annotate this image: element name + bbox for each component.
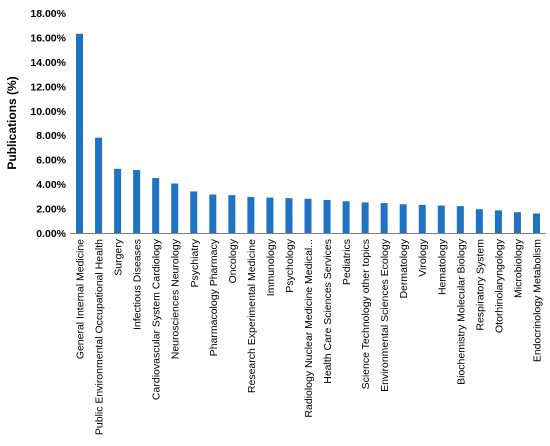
bar [494,210,502,233]
bars [76,33,540,233]
bar [475,209,483,233]
bar [133,170,141,233]
x-category-label: Radiology Nuclear Medicine Medical... [303,239,315,418]
bar [247,196,255,233]
x-category-label: Surgery [113,238,125,276]
x-category-label: Hematology [436,238,448,295]
y-tick-label: 2.00% [36,204,66,216]
bar [190,191,198,233]
bar [76,33,84,233]
bar [285,198,293,233]
y-tick-label: 8.00% [36,130,66,142]
y-tick-label: 10.00% [30,106,66,118]
x-category-label: Pharmacology Pharmacy [208,238,220,356]
bar [380,203,388,233]
x-category-label: Psychiatry [189,238,201,287]
bar [304,198,312,233]
x-category-label: Environmental Sciences Ecology [379,238,391,392]
x-category-label: Health Care Sciences Services [322,239,334,384]
bar [456,206,464,233]
bar [152,178,160,233]
bar [95,137,103,233]
x-category-label: Respiratory System [474,239,486,331]
bar [266,197,274,233]
y-tick-label: 6.00% [36,155,66,167]
x-category-label: Otorhinolaryngology [493,238,505,333]
x-category-label: Psychology [284,238,296,292]
bar [323,200,331,233]
x-category-label: Pediatrics [341,239,353,285]
y-tick-label: 4.00% [36,179,66,191]
x-category-label: Oncology [227,238,239,283]
y-tick-label: 12.00% [30,81,66,93]
bar [228,195,236,233]
x-category-label: Endocrinology Metabolism [531,239,543,362]
x-category-label: Public Environmental Occupational Health [94,239,106,435]
x-category-label: Science Technology other topics [360,239,372,389]
y-tick-label: 18.00% [30,8,66,20]
x-category-label: General Internal Medicine [75,239,87,359]
bar [399,204,407,233]
x-category-label: Virology [417,238,429,276]
bar [437,205,445,233]
x-category-label: Cardiovascular System Cardiology [151,238,163,400]
y-axis-ticks: 0.00% 2.00% 4.00% 6.00% 8.00% 10.00% 12.00% 14.… [30,8,66,240]
bar [532,213,540,233]
x-category-label: Infectious Diseases [132,239,144,330]
y-axis-title: Publications (%) [5,76,19,169]
x-axis-category-labels: General Internal Medicine Public Environm… [75,238,544,435]
bar [171,183,179,233]
y-tick-label: 16.00% [30,32,66,44]
bar [361,202,369,233]
x-category-label: Microbiology [512,238,524,298]
x-category-label: Research Experimental Medicine [246,239,258,393]
x-category-label: Neurosciences Neurology [170,238,182,359]
y-tick-label: 0.00% [36,228,66,240]
bar [114,168,122,233]
x-category-label: Immunology [265,238,277,296]
bar [342,201,350,233]
x-category-label: Biochemistry Molecular Biology [455,238,467,385]
bar [209,194,217,233]
bar [418,204,426,233]
y-tick-label: 14.00% [30,57,66,69]
bar [513,212,521,233]
x-category-label: Dermatology [398,238,410,298]
